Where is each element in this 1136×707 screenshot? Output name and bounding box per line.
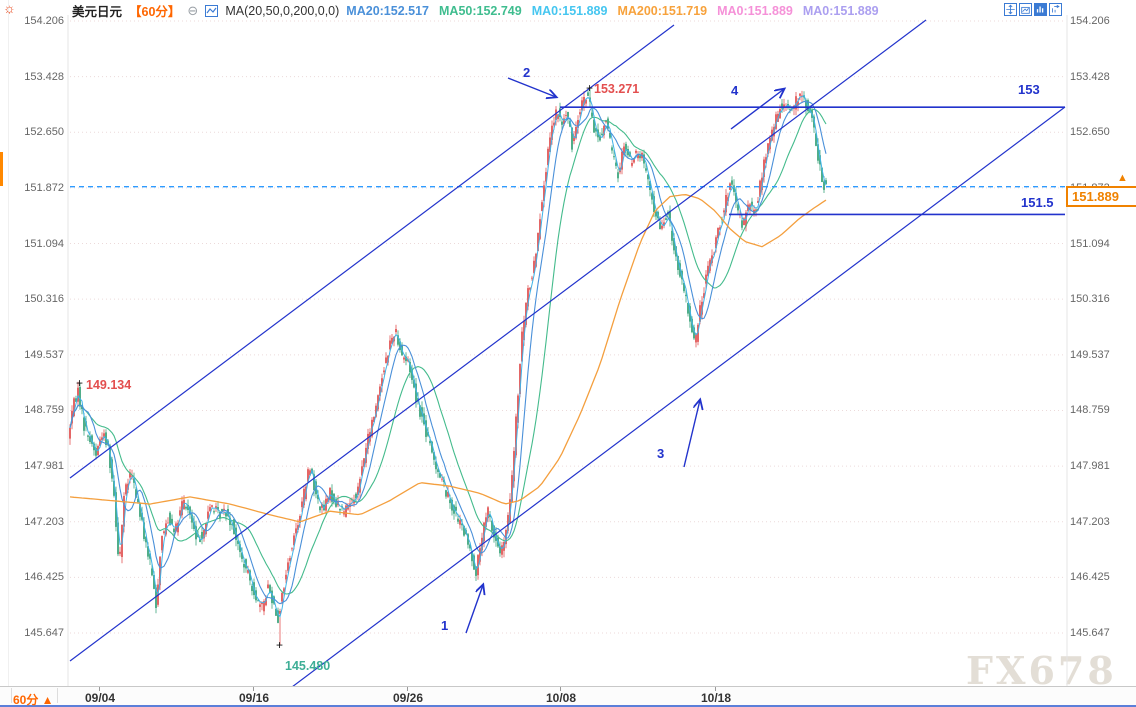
y-axis-tick-label: 150.316 xyxy=(24,293,64,306)
chart-header: ☼ 美元日元 【60分】 ⊖ MA(20,50,0,200,0,0) MA20:… xyxy=(0,0,1136,19)
x-axis-tick xyxy=(253,687,254,691)
ma-values: MA20:152.517 MA50:152.749 MA0:151.889 MA200… xyxy=(346,4,888,18)
annotation-arrow xyxy=(730,89,784,130)
y-axis-tick-label: 146.425 xyxy=(24,571,64,584)
annotation-arrow xyxy=(465,585,483,634)
separator xyxy=(57,688,58,703)
x-axis-tick xyxy=(715,687,716,691)
y-axis-tick-label: 149.537 xyxy=(1070,348,1110,361)
y-axis-tick-label: 147.981 xyxy=(24,460,64,473)
ma0-line xyxy=(69,94,827,618)
y-axis-tick-label: 152.650 xyxy=(1070,126,1110,139)
price-up-arrow-icon: ▲ xyxy=(1117,172,1128,184)
trend-channel-line xyxy=(292,106,1066,686)
price-extreme-label: 145.480 xyxy=(285,659,330,673)
ma200-line xyxy=(69,194,827,523)
plus-marker: + xyxy=(76,376,83,390)
symbol-label: 美元日元 xyxy=(72,5,123,19)
price-extreme-label: 149.134 xyxy=(86,378,131,392)
y-axis-tick-label: 149.537 xyxy=(24,348,64,361)
x-axis-tick-label: 09/04 xyxy=(85,691,116,705)
wave-number-label: 1 xyxy=(441,618,448,633)
ma-zigzag-icon[interactable] xyxy=(205,4,219,17)
separator xyxy=(11,688,12,703)
wave-number-label: 4 xyxy=(731,83,739,98)
y-axis-tick-label: 146.425 xyxy=(1070,571,1110,584)
y-axis-tick-label: 151.872 xyxy=(24,181,64,194)
x-axis-tick-label: 09/16 xyxy=(239,691,270,705)
timeframe-label[interactable]: 【60分】 xyxy=(129,5,181,19)
y-axis-tick-label: 151.094 xyxy=(24,237,64,250)
y-axis-tick-label: 153.428 xyxy=(24,70,64,83)
candles-layer xyxy=(69,87,827,645)
left-orange-indicator xyxy=(0,152,3,186)
move-crosshair-icon[interactable] xyxy=(1004,3,1017,16)
y-axis-tick-label: 151.094 xyxy=(1070,237,1110,250)
y-axis-tick-label: 153.428 xyxy=(1070,70,1110,83)
y-axis-tick-label: 145.647 xyxy=(1070,626,1110,639)
pan-right-icon[interactable] xyxy=(1049,3,1062,16)
y-axis-tick-label: 152.650 xyxy=(24,126,64,139)
sun-icon[interactable]: ☼ xyxy=(3,0,16,16)
timeframe-selector[interactable]: 60分 ▲ xyxy=(13,693,54,707)
annotation-arrow xyxy=(507,77,556,97)
x-axis-tick-label: 10/18 xyxy=(701,691,732,705)
trend-channel-line xyxy=(69,19,927,662)
time-axis-bar[interactable]: 60分 ▲ 09/04 09/16 09/26 10/08 10/18 xyxy=(0,686,1136,707)
x-axis-tick xyxy=(560,687,561,691)
wave-number-label: 2 xyxy=(523,65,530,80)
y-axis-tick-label: 148.759 xyxy=(1070,404,1110,417)
y-axis-tick-label: 154.206 xyxy=(1070,15,1110,27)
y-axis-tick-label: 147.203 xyxy=(24,515,64,528)
wave-number-label: 3 xyxy=(657,446,664,461)
y-axis-tick-label: 145.647 xyxy=(24,626,64,639)
left-edge-line xyxy=(8,0,9,686)
ma-value-label: MA200:151.719 xyxy=(617,3,708,18)
fx678-watermark: FX678 xyxy=(966,648,1117,693)
x-axis-tick-label: 09/26 xyxy=(393,691,424,705)
zoom-frame-icon[interactable] xyxy=(1019,3,1032,16)
x-axis-tick xyxy=(407,687,408,691)
ma-value-label: MA0:151.889 xyxy=(802,3,879,18)
collapse-icon[interactable]: ⊖ xyxy=(187,2,199,18)
price-extreme-label: 153.271 xyxy=(594,82,639,96)
plus-marker: + xyxy=(276,638,283,652)
y-axis-tick-label: 147.203 xyxy=(1070,515,1110,528)
annotation-arrow xyxy=(683,400,700,468)
level-label: 153 xyxy=(1018,82,1040,97)
x-axis-tick xyxy=(99,687,100,691)
ma-value-label: MA20:152.517 xyxy=(346,3,429,18)
y-axis-tick-label: 150.316 xyxy=(1070,293,1110,306)
level-label: 151.5 xyxy=(1021,195,1054,210)
trend-channel-line xyxy=(69,24,675,479)
ma-value-label: MA0:151.889 xyxy=(717,3,793,18)
chart-toolbar xyxy=(1004,3,1062,16)
ma50-line xyxy=(69,108,827,595)
x-axis-tick-label: 10/08 xyxy=(546,691,577,705)
plus-marker: + xyxy=(586,81,593,95)
y-axis-tick-label: 154.206 xyxy=(24,15,64,27)
ma-value-label: MA0:151.889 xyxy=(531,3,608,18)
ma20-line xyxy=(69,100,827,605)
bar-chart-icon[interactable] xyxy=(1034,3,1047,16)
current-price-tag: 151.889 xyxy=(1066,186,1136,207)
y-axis-tick-label: 147.981 xyxy=(1070,460,1110,473)
ma-value-label: MA50:152.749 xyxy=(439,3,522,18)
y-axis-tick-label: 148.759 xyxy=(24,404,64,417)
ma-settings-label[interactable]: MA(20,50,0,200,0,0) xyxy=(225,3,340,18)
